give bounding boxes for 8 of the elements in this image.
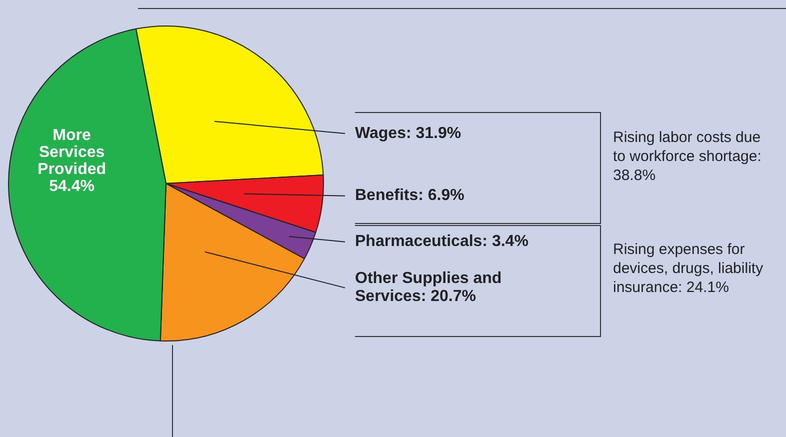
data-label: 54.4% xyxy=(49,178,94,195)
slice-label: Pharmaceuticals: 3.4% xyxy=(355,233,528,250)
slice-label: Other Supplies and Services: 20.7% xyxy=(355,270,502,306)
slice-label: Benefits: 6.9% xyxy=(355,187,464,204)
slice-label: Wages: 31.9% xyxy=(355,124,462,142)
text: Rising expenses for devices, drugs, liability insurance: 24.1% xyxy=(613,240,764,297)
text: Rising labor costs due to workforce shortage: 38.8% xyxy=(613,128,762,185)
slice-label: More Services Provided xyxy=(38,126,106,178)
